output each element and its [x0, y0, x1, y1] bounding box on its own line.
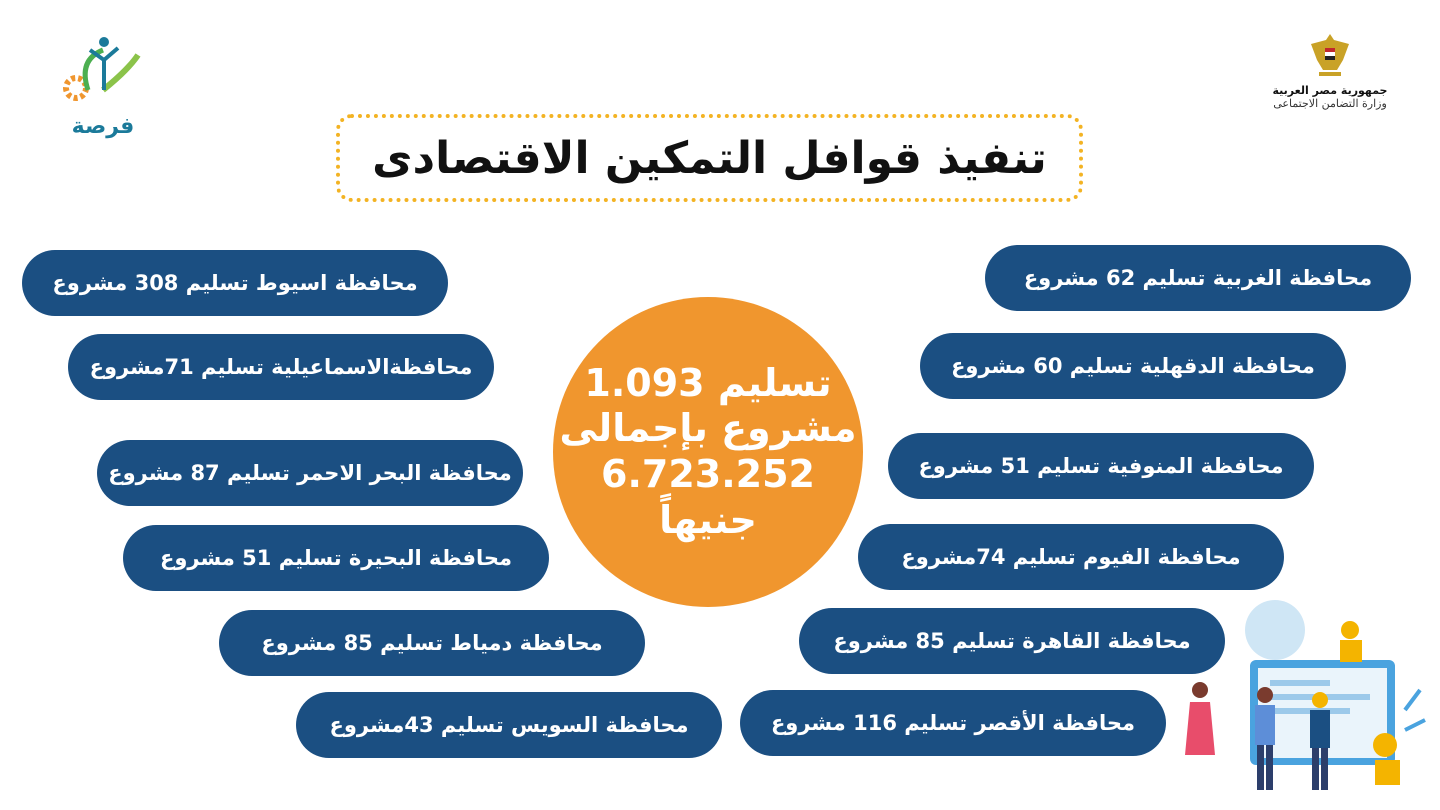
forsa-logo: فرصة — [58, 30, 148, 139]
governorate-item: محافظة القاهرة تسليم 85 مشروع — [799, 608, 1225, 674]
summary-line-2: مشروع بإجمالى — [559, 406, 857, 451]
governorate-item: محافظة الفيوم تسليم 74مشروع — [858, 524, 1284, 590]
gov-name: جمهورية مصر العربية — [1272, 84, 1388, 97]
forsa-emblem-icon — [63, 37, 141, 101]
government-logo: جمهورية مصر العربية وزارة التضامن الاجتم… — [1262, 30, 1398, 110]
governorate-item: محافظة السويس تسليم 43مشروع — [296, 692, 722, 758]
forsa-name: فرصة — [71, 114, 135, 139]
governorate-item: محافظة الغربية تسليم 62 مشروع — [985, 245, 1411, 311]
summary-line-4: جنيهاً — [659, 497, 757, 542]
governorate-item: محافظة الدقهلية تسليم 60 مشروع — [920, 333, 1346, 399]
governorate-item: محافظة اسيوط تسليم 308 مشروع — [22, 250, 448, 316]
governorate-item: محافظة المنوفية تسليم 51 مشروع — [888, 433, 1314, 499]
eagle-emblem-icon — [1311, 34, 1349, 76]
page-title: تنفيذ قوافل التمكين الاقتصادى — [336, 114, 1083, 202]
summary-line-3: 6.723.252 — [601, 452, 815, 496]
governorate-item: محافظة الأقصر تسليم 116 مشروع — [740, 690, 1166, 756]
governorate-item: محافظة البحر الاحمر تسليم 87 مشروع — [97, 440, 523, 506]
ministry-name: وزارة التضامن الاجتماعى — [1273, 97, 1387, 110]
summary-line-1: تسليم 1.093 — [584, 360, 832, 405]
business-people-illustration — [1185, 600, 1426, 790]
governorate-item: محافظة البحيرة تسليم 51 مشروع — [123, 525, 549, 591]
governorate-item: محافظةالاسماعيلية تسليم 71مشروع — [68, 334, 494, 400]
summary-circle: تسليم 1.093 مشروع بإجمالى 6.723.252 جنيه… — [553, 297, 863, 607]
governorate-item: محافظة دمياط تسليم 85 مشروع — [219, 610, 645, 676]
